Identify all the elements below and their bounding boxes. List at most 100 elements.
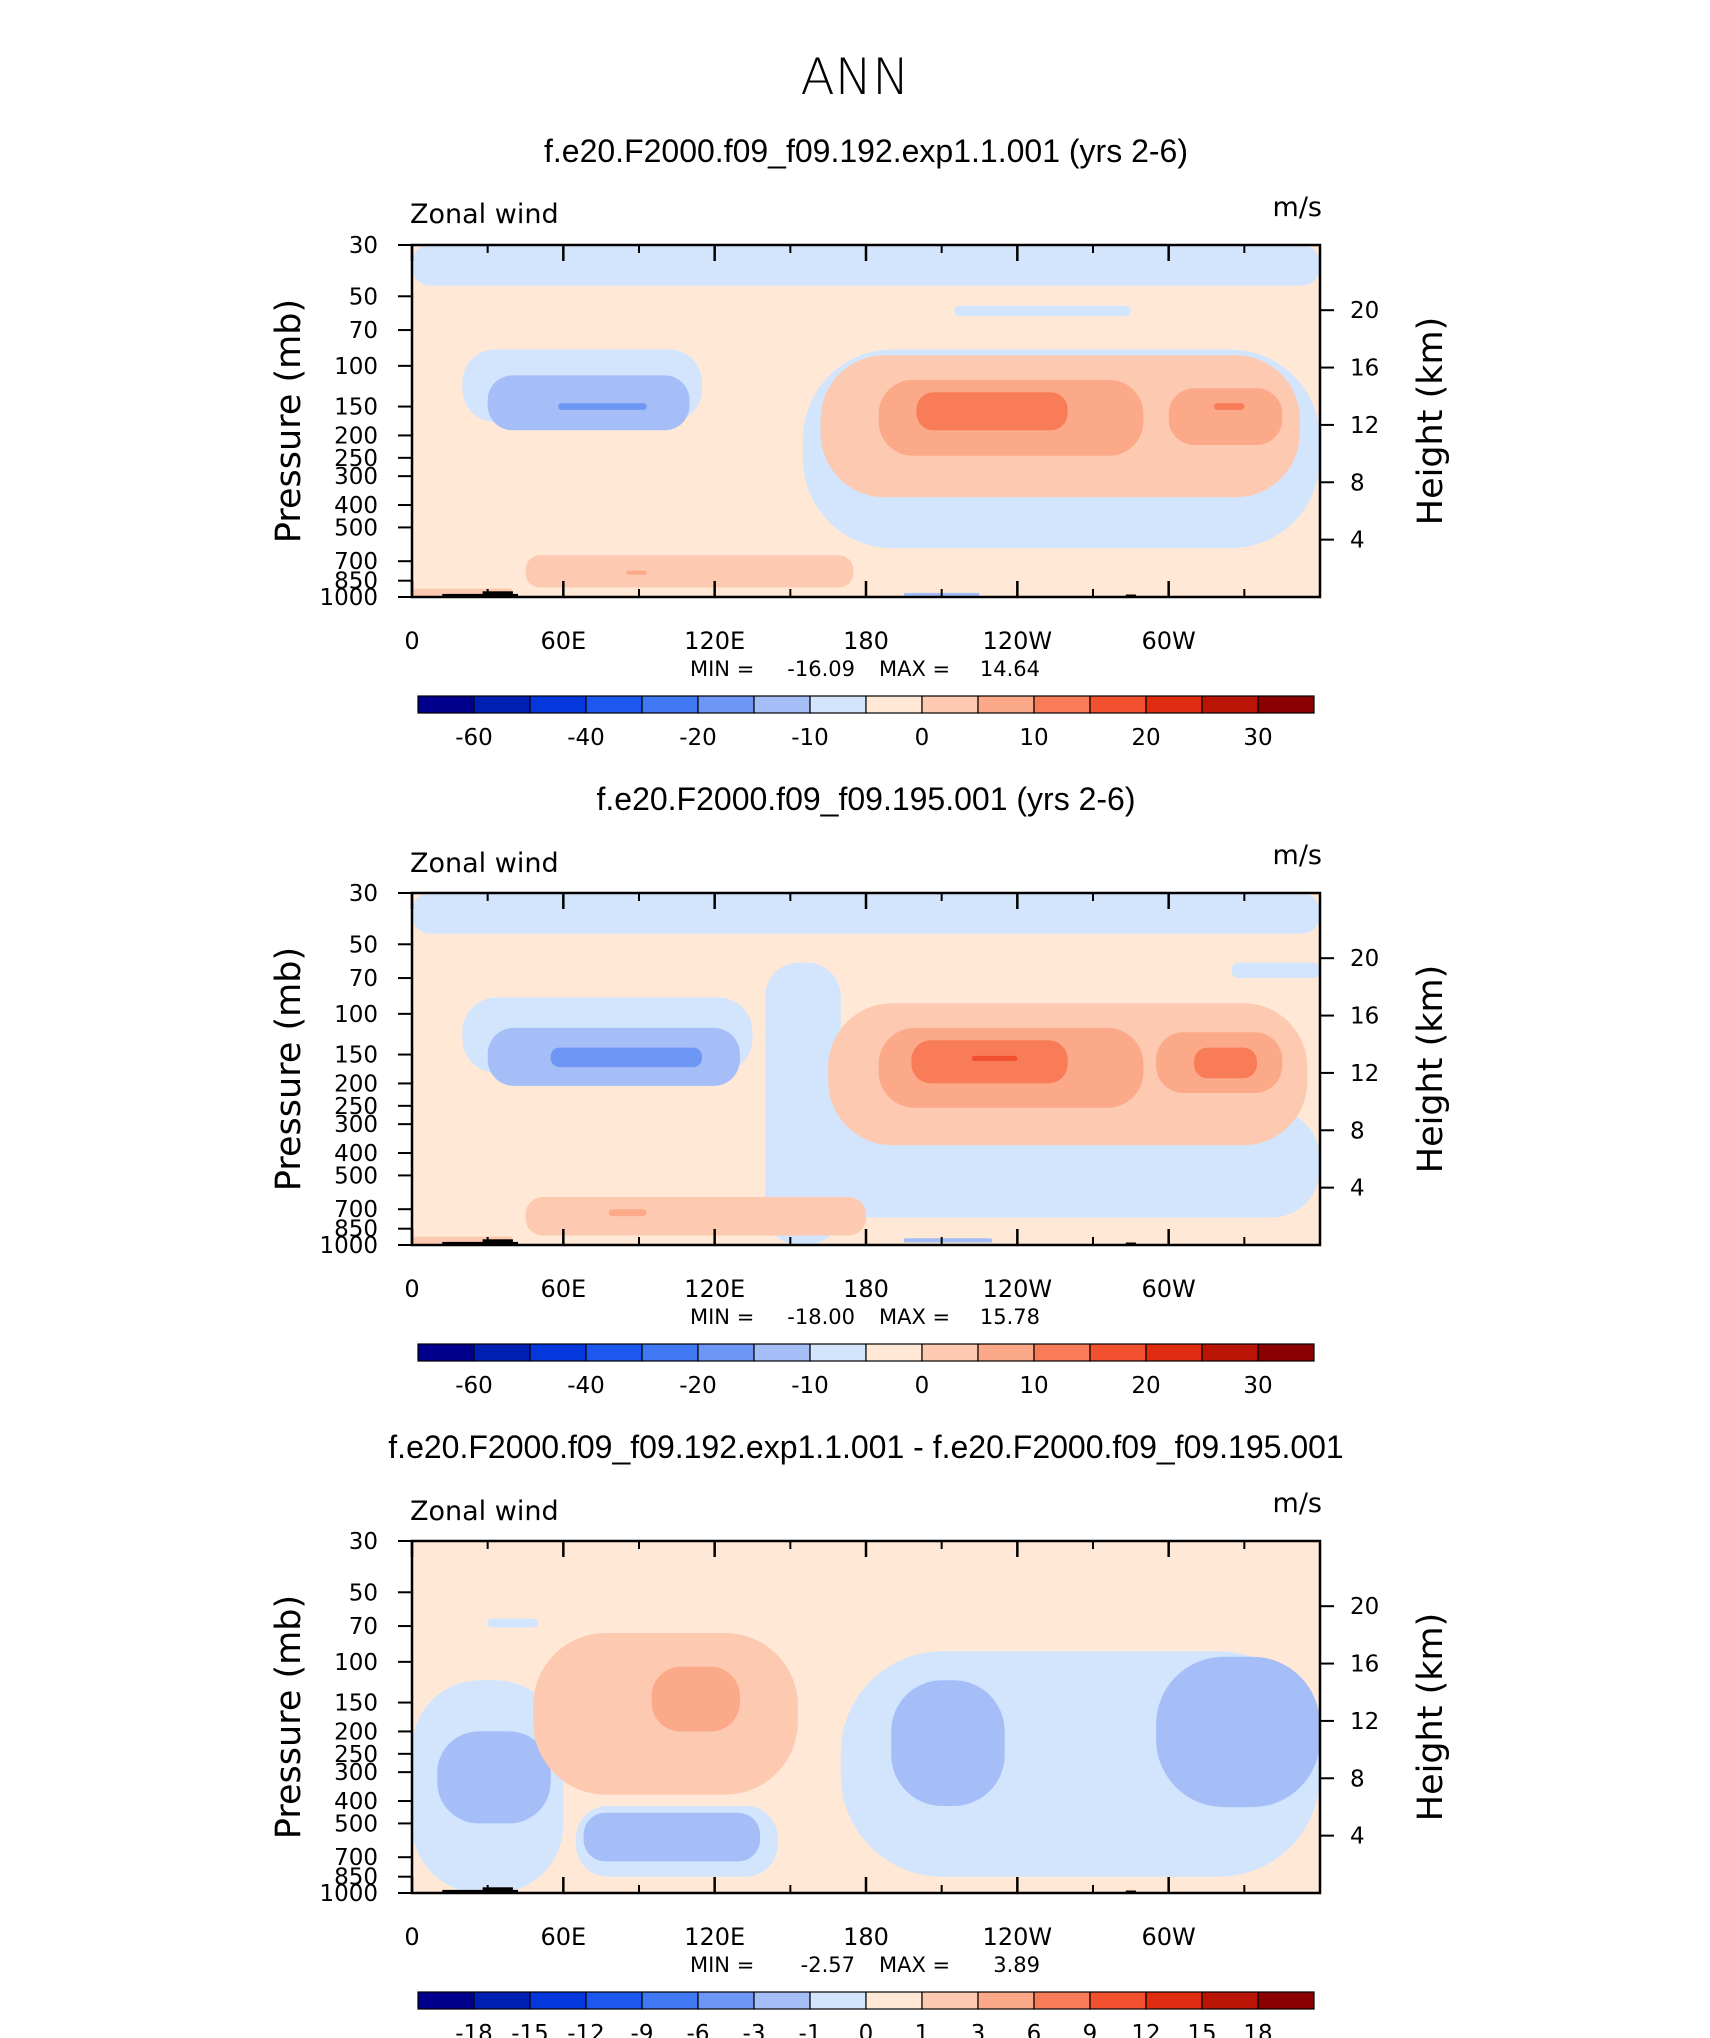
panel-1-contour-region <box>525 555 854 588</box>
panel-3-contour-region <box>437 1731 551 1824</box>
height-tick-label: 12 <box>1350 413 1379 439</box>
pressure-tick-label: 700 <box>334 549 378 575</box>
colorbar-box <box>1257 1343 1315 1362</box>
panel-2-topography-mark <box>442 1241 518 1245</box>
height-tick-label: 4 <box>1350 1176 1365 1202</box>
colorbar-label: -40 <box>567 1373 605 1399</box>
panel-2-contour-region <box>971 1055 1018 1061</box>
colorbar-box <box>1201 1343 1259 1362</box>
pressure-tick-label: 400 <box>334 493 378 519</box>
panel-3-contour-region <box>651 1666 740 1732</box>
pressure-tick-label: 300 <box>334 1760 378 1786</box>
colorbar-label: 6 <box>1027 2021 1042 2038</box>
pressure-tick-label: 250 <box>334 1742 378 1768</box>
colorbar-label: -6 <box>687 2021 710 2038</box>
colorbar-box <box>529 1991 587 2010</box>
colorbar-label: -60 <box>455 725 493 751</box>
pressure-tick-label: 50 <box>349 284 378 310</box>
colorbar-label: 0 <box>915 1373 930 1399</box>
panel-2-contours <box>412 893 1320 1245</box>
x-tick-label: 120W <box>983 1275 1053 1303</box>
colorbar-box <box>641 1343 699 1362</box>
colorbar-box <box>753 1991 811 2010</box>
pressure-tick-label: 1000 <box>319 1233 378 1259</box>
pressure-tick-label: 850 <box>334 569 378 595</box>
panel-1-topography-mark <box>482 591 513 597</box>
colorbar-box <box>809 695 867 714</box>
colorbar-box <box>417 1343 475 1362</box>
colorbar-box <box>1201 695 1259 714</box>
colorbar-box <box>1201 1991 1259 2010</box>
panel-3-contour-region <box>1156 1656 1320 1808</box>
pressure-tick-label: 400 <box>334 1141 378 1167</box>
figure-title: ANN <box>800 48 909 106</box>
panel-2-colorbar: -60 -40 -20 -10 0 10 20 30 <box>417 1343 1315 1399</box>
colorbar-box <box>977 695 1035 714</box>
panel-2-title: f.e20.F2000.f09_f09.195.001 (yrs 2-6) <box>596 781 1135 817</box>
colorbar-label: 18 <box>1243 2021 1272 2038</box>
colorbar-box <box>697 695 755 714</box>
panel-3-ylabel-right: Height (km) <box>1411 1613 1451 1822</box>
pressure-tick-label: 300 <box>334 464 378 490</box>
panel-2-contour-region <box>412 893 1320 934</box>
colorbar-box <box>529 1343 587 1362</box>
panel-3-height-axis: 4 8 12 16 20 <box>1320 1594 1379 1850</box>
panel-3-colorbar: -18 -15 -12 -9 -6 -3 -1 0 1 3 6 9 12 15 18 <box>417 1991 1315 2038</box>
panel-2-contour-region <box>525 1197 866 1236</box>
panel-2-right-string: m/s <box>1273 840 1322 871</box>
panel-1-min-label: MIN = <box>690 657 754 681</box>
height-tick-label: 8 <box>1350 1118 1365 1144</box>
pressure-tick-label: 1000 <box>319 585 378 611</box>
x-tick-label: 0 <box>404 1275 419 1303</box>
x-tick-label: 120E <box>684 627 745 655</box>
colorbar-box <box>473 695 531 714</box>
colorbar-label: -9 <box>631 2021 654 2038</box>
colorbar-label: -60 <box>455 1373 493 1399</box>
pressure-tick-label: 200 <box>334 423 378 449</box>
colorbar-box <box>1145 1991 1203 2010</box>
colorbar-box <box>641 695 699 714</box>
panel-1-left-string: Zonal wind <box>410 199 559 230</box>
panel-3-topography-mark <box>482 1887 513 1893</box>
panel-2-contour-region <box>903 1238 993 1243</box>
pressure-tick-label: 1000 <box>319 1881 378 1907</box>
panel-1-contour-region <box>1168 388 1283 445</box>
height-tick-label: 12 <box>1350 1709 1379 1735</box>
colorbar-box <box>417 1991 475 2010</box>
pressure-tick-label: 100 <box>334 354 378 380</box>
colorbar-box <box>921 1991 979 2010</box>
panel-2-min-label: MIN = <box>690 1305 754 1329</box>
panel-3-max-label: MAX = <box>879 1953 950 1977</box>
panel-1-contour-region <box>916 392 1068 431</box>
height-tick-label: 4 <box>1350 1824 1365 1850</box>
pressure-tick-label: 70 <box>349 1614 378 1640</box>
panel-2-contour-region <box>550 1047 702 1068</box>
colorbar-box <box>1257 695 1315 714</box>
panel-1-contour-region <box>626 570 647 575</box>
pressure-tick-label: 150 <box>334 395 378 421</box>
panel-1-ylabel-right: Height (km) <box>1411 317 1451 526</box>
panel-1: f.e20.F2000.f09_f09.192.exp1.1.001 (yrs … <box>269 133 1451 751</box>
panel-3: f.e20.F2000.f09_f09.192.exp1.1.001 - f.e… <box>269 1429 1451 2038</box>
panel-1-contour-region <box>1214 403 1245 410</box>
colorbar-label: 20 <box>1131 1373 1160 1399</box>
colorbar-box <box>529 695 587 714</box>
colorbar-box <box>977 1991 1035 2010</box>
panel-2-topography-mark <box>482 1239 513 1245</box>
panel-1-x-axis: 0 60E 120E 180 120W 60W <box>404 245 1246 655</box>
panel-3-plot: 0 60E 120E 180 120W 60W 30 50 70 100 150200250300… <box>269 1529 1451 1977</box>
colorbar-box <box>1033 1991 1091 2010</box>
colorbar-label: -10 <box>791 725 829 751</box>
x-tick-label: 60E <box>540 627 586 655</box>
pressure-tick-label: 200 <box>334 1071 378 1097</box>
height-tick-label: 8 <box>1350 1766 1365 1792</box>
panel-3-min-value: -2.57 <box>801 1953 855 1977</box>
colorbar-box <box>585 695 643 714</box>
colorbar-label: 15 <box>1187 2021 1216 2038</box>
colorbar-label: 12 <box>1131 2021 1160 2038</box>
colorbar-label: 0 <box>859 2021 874 2038</box>
pressure-tick-label: 100 <box>334 1002 378 1028</box>
x-tick-label: 180 <box>843 627 889 655</box>
pressure-tick-label: 200 <box>334 1719 378 1745</box>
